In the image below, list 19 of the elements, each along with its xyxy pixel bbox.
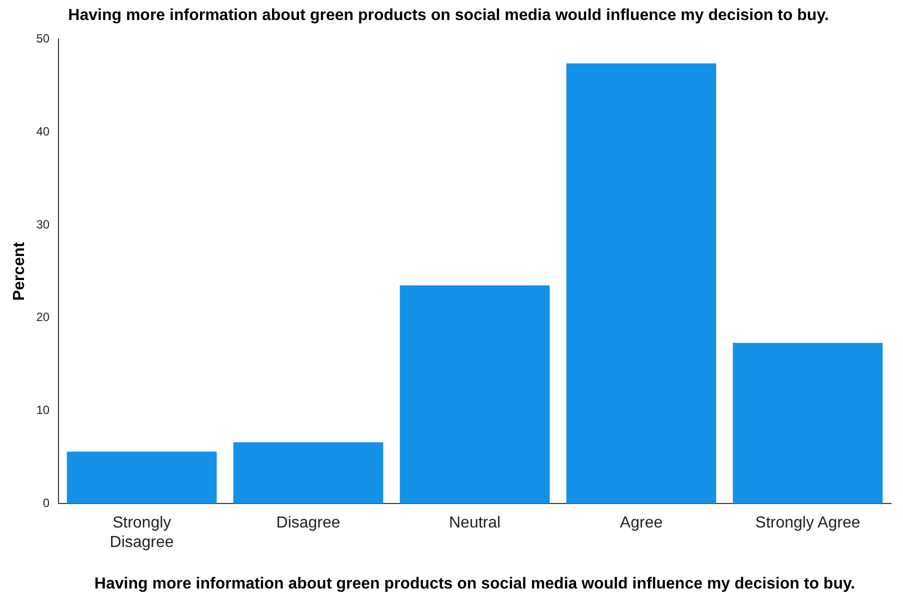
bar — [233, 442, 384, 504]
y-tick-label: 10 — [36, 403, 50, 418]
x-tick-label: Agree — [620, 514, 663, 532]
bar — [400, 285, 550, 504]
bar — [66, 452, 217, 504]
x-tick-label: Strongly Disagree — [110, 514, 174, 551]
chart-title: Having more information about green products on social media would influence my decision to buy. — [68, 7, 829, 24]
y-tick-label: 30 — [36, 217, 50, 232]
y-tick-label: 40 — [36, 124, 50, 138]
y-tick-label: 0 — [42, 496, 50, 510]
x-tick-label: Disagree — [276, 514, 340, 532]
y-tick-label: 20 — [36, 310, 50, 324]
x-axis-title: Having more information about green products on social media would influence my decision to buy. — [94, 575, 856, 592]
y-axis-title: Percent — [11, 241, 28, 301]
bar — [732, 342, 883, 504]
bar — [566, 63, 716, 504]
x-tick-label: Neutral — [448, 514, 501, 532]
x-tick-label: Strongly Agree — [755, 514, 860, 532]
y-tick-label: 50 — [36, 32, 50, 46]
